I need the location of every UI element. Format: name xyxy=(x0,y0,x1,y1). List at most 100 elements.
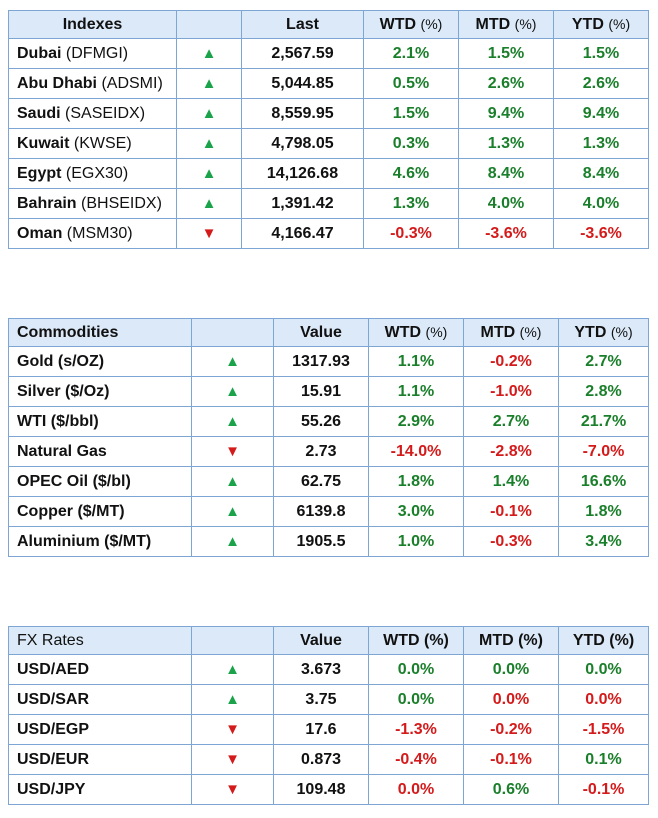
commodities-row-wtd: 1.8% xyxy=(368,466,464,497)
indexes-header-last: Last xyxy=(241,10,364,39)
indexes-header-ytd-label: YTD xyxy=(571,15,604,33)
commodities-table: Commodities Value WTD (%) MTD (%) YTD (%… xyxy=(8,318,649,557)
commodities-row-ytd: 3.4% xyxy=(558,526,649,557)
indexes-row: Abu Dhabi (ADSMI) ▲ 5,044.85 0.5% 2.6% 2.6% xyxy=(8,68,649,99)
commodities-row-value: 15.91 xyxy=(273,376,369,407)
indexes-row-mtd: 2.6% xyxy=(458,68,554,99)
commodities-row-arrow-cell: ▲ xyxy=(191,466,274,497)
fx-row-value: 109.48 xyxy=(273,774,369,805)
commodities-header-wtd: WTD (%) xyxy=(368,318,464,347)
commodities-row-name: Aluminium ($/MT) xyxy=(8,526,192,557)
indexes-row-label: Kuwait xyxy=(17,134,70,152)
commodities-row-arrow-cell: ▲ xyxy=(191,526,274,557)
commodities-row-arrow-cell: ▲ xyxy=(191,406,274,437)
indexes-header-ytd-pct: (%) xyxy=(608,15,631,32)
indexes-row: Dubai (DFMGI) ▲ 2,567.59 2.1% 1.5% 1.5% xyxy=(8,38,649,69)
arrow-up-icon: ▲ xyxy=(201,105,217,122)
commodities-header-arrow xyxy=(191,318,274,347)
indexes-row-name: Dubai (DFMGI) xyxy=(8,38,177,69)
indexes-row-label: Dubai xyxy=(17,44,62,62)
commodities-row-name: Copper ($/MT) xyxy=(8,496,192,527)
arrow-down-icon: ▼ xyxy=(201,225,217,242)
fx-row: USD/SAR ▲ 3.75 0.0% 0.0% 0.0% xyxy=(8,684,649,715)
indexes-row-value: 14,126.68 xyxy=(241,158,364,189)
fx-table: FX Rates Value WTD (%) MTD (%) YTD (%) U… xyxy=(8,626,649,805)
indexes-row-name: Bahrain (BHSEIDX) xyxy=(8,188,177,219)
fx-row-ytd: 0.0% xyxy=(558,684,649,715)
indexes-row-mtd: -3.6% xyxy=(458,218,554,249)
commodities-row-wtd: 2.9% xyxy=(368,406,464,437)
indexes-row-code: (DFMGI) xyxy=(65,44,129,62)
indexes-row-code: (BHSEIDX) xyxy=(81,194,162,212)
fx-header-name: FX Rates xyxy=(8,626,192,655)
indexes-row-mtd: 9.4% xyxy=(458,98,554,129)
fx-row-ytd: -0.1% xyxy=(558,774,649,805)
indexes-row-wtd: 2.1% xyxy=(363,38,459,69)
fx-row-wtd: -1.3% xyxy=(368,714,464,745)
commodities-row-mtd: -2.8% xyxy=(463,436,559,467)
commodities-row-mtd: -1.0% xyxy=(463,376,559,407)
arrow-up-icon: ▲ xyxy=(201,165,217,182)
indexes-row-arrow-cell: ▲ xyxy=(176,158,242,189)
arrow-up-icon: ▲ xyxy=(225,533,240,550)
indexes-row-value: 4,798.05 xyxy=(241,128,364,159)
commodities-header-mtd-pct: (%) xyxy=(519,323,542,340)
arrow-up-icon: ▲ xyxy=(201,45,217,62)
fx-row-arrow-cell: ▲ xyxy=(191,684,274,715)
commodities-header-row: Commodities Value WTD (%) MTD (%) YTD (%… xyxy=(8,318,649,347)
fx-row-arrow-cell: ▼ xyxy=(191,774,274,805)
fx-row-name: USD/AED xyxy=(8,654,192,685)
indexes-header-ytd: YTD (%) xyxy=(553,10,649,39)
indexes-row-ytd: 1.3% xyxy=(553,128,649,159)
indexes-table: Indexes Last WTD (%) MTD (%) YTD (%) Dub… xyxy=(8,10,649,249)
commodities-row-arrow-cell: ▲ xyxy=(191,496,274,527)
commodities-row-label: Copper ($/MT) xyxy=(17,502,125,520)
commodities-row-ytd: 16.6% xyxy=(558,466,649,497)
fx-row-mtd: -0.1% xyxy=(463,744,559,775)
fx-row-label: USD/EGP xyxy=(17,720,90,738)
indexes-header-mtd: MTD (%) xyxy=(458,10,554,39)
fx-row-mtd: 0.0% xyxy=(463,654,559,685)
indexes-row-code: (EGX30) xyxy=(65,164,129,182)
commodities-row: Natural Gas ▼ 2.73 -14.0% -2.8% -7.0% xyxy=(8,436,649,467)
indexes-row: Egypt (EGX30) ▲ 14,126.68 4.6% 8.4% 8.4% xyxy=(8,158,649,189)
fx-row-name: USD/SAR xyxy=(8,684,192,715)
indexes-row-wtd: 1.5% xyxy=(363,98,459,129)
indexes-row-code: (MSM30) xyxy=(66,224,133,242)
commodities-row-wtd: 1.1% xyxy=(368,346,464,377)
commodities-header-ytd: YTD (%) xyxy=(558,318,649,347)
commodities-row-ytd: 2.7% xyxy=(558,346,649,377)
indexes-row-wtd: 0.3% xyxy=(363,128,459,159)
indexes-row-mtd: 4.0% xyxy=(458,188,554,219)
fx-row-name: USD/EUR xyxy=(8,744,192,775)
indexes-row: Kuwait (KWSE) ▲ 4,798.05 0.3% 1.3% 1.3% xyxy=(8,128,649,159)
indexes-header-mtd-pct: (%) xyxy=(514,15,537,32)
indexes-header-mtd-label: MTD xyxy=(475,15,511,33)
commodities-row: WTI ($/bbl) ▲ 55.26 2.9% 2.7% 21.7% xyxy=(8,406,649,437)
commodities-row: Aluminium ($/MT) ▲ 1905.5 1.0% -0.3% 3.4% xyxy=(8,526,649,557)
fx-row-wtd: -0.4% xyxy=(368,744,464,775)
commodities-row-label: Natural Gas xyxy=(17,442,107,460)
fx-header-mtd: MTD (%) xyxy=(463,626,559,655)
commodities-row-value: 62.75 xyxy=(273,466,369,497)
fx-row-name: USD/EGP xyxy=(8,714,192,745)
commodities-row-name: Natural Gas xyxy=(8,436,192,467)
commodities-row-mtd: -0.2% xyxy=(463,346,559,377)
arrow-down-icon: ▼ xyxy=(225,443,240,460)
indexes-row-mtd: 8.4% xyxy=(458,158,554,189)
indexes-row-arrow-cell: ▲ xyxy=(176,98,242,129)
indexes-row-arrow-cell: ▲ xyxy=(176,188,242,219)
indexes-row: Bahrain (BHSEIDX) ▲ 1,391.42 1.3% 4.0% 4.0% xyxy=(8,188,649,219)
arrow-up-icon: ▲ xyxy=(225,473,240,490)
fx-row-name: USD/JPY xyxy=(8,774,192,805)
indexes-row-ytd: 2.6% xyxy=(553,68,649,99)
commodities-row-label: OPEC Oil ($/bl) xyxy=(17,472,131,490)
fx-row: USD/AED ▲ 3.673 0.0% 0.0% 0.0% xyxy=(8,654,649,685)
commodities-row-ytd: 2.8% xyxy=(558,376,649,407)
indexes-row-ytd: 4.0% xyxy=(553,188,649,219)
fx-row-label: USD/AED xyxy=(17,660,90,678)
fx-row: USD/JPY ▼ 109.48 0.0% 0.6% -0.1% xyxy=(8,774,649,805)
commodities-row-arrow-cell: ▲ xyxy=(191,346,274,377)
indexes-header-wtd-label: WTD xyxy=(379,15,417,33)
fx-row-label: USD/EUR xyxy=(17,750,90,768)
